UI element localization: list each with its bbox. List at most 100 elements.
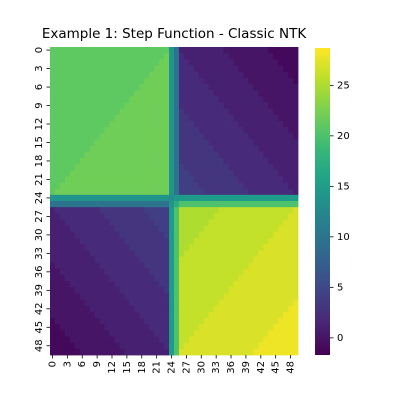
- heatmap-cell: [149, 176, 155, 183]
- heatmap-cell: [69, 237, 76, 245]
- heatmap-cell: [124, 65, 130, 73]
- heatmap-cell: [119, 324, 125, 331]
- heatmap-cell: [238, 176, 244, 183]
- heatmap-cell: [149, 305, 155, 313]
- heatmap-cell: [154, 71, 160, 79]
- heatmap-cell: [164, 318, 170, 325]
- heatmap-cell: [79, 274, 86, 282]
- heatmap-cell: [233, 213, 239, 220]
- heatmap-cell: [139, 231, 145, 239]
- heatmap-cell: [243, 127, 249, 134]
- heatmap-cell: [253, 262, 259, 270]
- heatmap-cell: [99, 194, 105, 202]
- y-tick-label: 45: [34, 321, 45, 334]
- heatmap-cell: [109, 170, 115, 177]
- heatmap-cell: [283, 244, 289, 251]
- heatmap-cell: [188, 127, 195, 134]
- heatmap-cell: [288, 305, 294, 313]
- heatmap: [50, 47, 299, 356]
- heatmap-cell: [243, 256, 249, 263]
- heatmap-cell: [114, 157, 120, 165]
- heatmap-cell: [178, 287, 185, 294]
- heatmap-cell: [178, 176, 185, 183]
- heatmap-cell: [64, 256, 71, 263]
- heatmap-cell: [278, 71, 284, 79]
- heatmap-cell: [104, 47, 110, 54]
- heatmap-cell: [233, 268, 239, 276]
- heatmap-cell: [268, 83, 274, 91]
- heatmap-cell: [263, 151, 269, 159]
- heatmap-cell: [293, 324, 299, 331]
- heatmap-cell: [109, 348, 115, 356]
- heatmap-cell: [203, 231, 210, 239]
- heatmap-cell: [129, 299, 135, 307]
- heatmap-cell: [208, 219, 215, 227]
- heatmap-cell: [183, 244, 190, 251]
- heatmap-cell: [154, 348, 160, 356]
- heatmap-cell: [69, 53, 76, 60]
- heatmap-cell: [149, 83, 155, 91]
- heatmap-cell: [203, 293, 210, 300]
- heatmap-cell: [258, 194, 264, 202]
- heatmap-cell: [283, 311, 289, 319]
- heatmap-cell: [169, 127, 175, 134]
- heatmap-cell: [124, 299, 130, 307]
- heatmap-cell: [64, 250, 71, 257]
- heatmap-cell: [278, 256, 284, 263]
- heatmap-cell: [258, 274, 264, 282]
- heatmap-cell: [243, 293, 249, 300]
- heatmap-cell: [129, 53, 135, 60]
- heatmap-cell: [119, 293, 125, 300]
- heatmap-cell: [273, 194, 279, 202]
- heatmap-cell: [159, 207, 165, 214]
- heatmap-cell: [293, 274, 299, 282]
- heatmap-cell: [248, 157, 254, 165]
- heatmap-cell: [129, 96, 135, 103]
- heatmap-cell: [69, 287, 76, 294]
- heatmap-cell: [188, 219, 195, 227]
- heatmap-cell: [124, 170, 130, 177]
- heatmap-cell: [94, 65, 100, 73]
- heatmap-cell: [258, 47, 264, 54]
- heatmap-cell: [124, 262, 130, 270]
- heatmap-cell: [134, 108, 140, 116]
- heatmap-cell: [193, 59, 200, 66]
- heatmap-cell: [188, 336, 195, 344]
- heatmap-cell: [198, 287, 205, 294]
- heatmap-cell: [59, 250, 66, 257]
- heatmap-cell: [149, 201, 155, 208]
- heatmap-cell: [193, 293, 200, 300]
- heatmap-cell: [183, 170, 190, 177]
- heatmap-cell: [144, 281, 150, 288]
- heatmap-cell: [213, 133, 220, 140]
- heatmap-cell: [54, 83, 61, 91]
- heatmap-cell: [228, 330, 234, 337]
- heatmap-cell: [233, 139, 239, 146]
- heatmap-cell: [169, 256, 175, 263]
- heatmap-cell: [183, 96, 190, 103]
- heatmap-cell: [139, 127, 145, 134]
- heatmap-cell: [89, 274, 96, 282]
- heatmap-cell: [218, 311, 224, 319]
- heatmap-cell: [64, 336, 71, 344]
- heatmap-cell: [114, 281, 120, 288]
- heatmap-cell: [253, 59, 259, 66]
- heatmap-cell: [283, 324, 289, 331]
- heatmap-cell: [164, 336, 170, 344]
- heatmap-cell: [238, 231, 244, 239]
- heatmap-cell: [288, 120, 294, 128]
- heatmap-cell: [129, 139, 135, 146]
- heatmap-cell: [149, 120, 155, 128]
- heatmap-cell: [109, 194, 115, 202]
- heatmap-cell: [104, 90, 110, 97]
- heatmap-cell: [89, 47, 96, 54]
- heatmap-cell: [134, 244, 140, 251]
- heatmap-cell: [159, 287, 165, 294]
- heatmap-cell: [203, 71, 210, 79]
- heatmap-cell: [198, 330, 205, 337]
- heatmap-cell: [124, 77, 130, 85]
- heatmap-cell: [223, 244, 229, 251]
- heatmap-cell: [109, 182, 115, 190]
- heatmap-cell: [253, 157, 259, 165]
- heatmap-cell: [54, 71, 61, 79]
